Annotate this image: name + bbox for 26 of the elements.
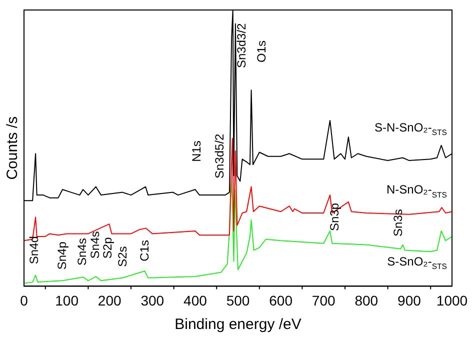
x-tick-label: 300 (140, 292, 164, 308)
annotation: Sn3d3/2 (234, 22, 249, 68)
x-tick-label: 0 (20, 292, 28, 308)
annotation: Sn4p (54, 241, 69, 270)
annotation: Sn3d5/2 (212, 133, 226, 178)
x-tick-label: 200 (98, 292, 122, 308)
annotation: N1s (190, 140, 204, 162)
x-tick-label: 800 (354, 292, 378, 308)
x-tick-label: 600 (269, 292, 293, 308)
annotation: O1s (254, 40, 269, 62)
x-tick-label: 900 (398, 292, 422, 308)
annotation: Sn3s (390, 209, 405, 236)
x-tick-label: 400 (184, 292, 208, 308)
x-tick-label: 500 (226, 292, 250, 308)
annotation: Sn4d (27, 236, 42, 264)
annotation: Sn3p (327, 202, 342, 231)
annotation: Sn4s (88, 231, 102, 259)
x-tick-label: 100 (55, 292, 79, 308)
annotation: C1s (137, 240, 152, 262)
x-tick-label: 1000 (436, 292, 468, 308)
x-axis-title: Binding energy /eV (174, 316, 302, 334)
x-tick-label: 700 (312, 292, 336, 308)
annotation: S2p (100, 236, 115, 259)
annotation: S2s (116, 246, 130, 267)
annotation: Sn4s (74, 238, 89, 266)
y-axis-title: Counts /s (4, 116, 22, 180)
